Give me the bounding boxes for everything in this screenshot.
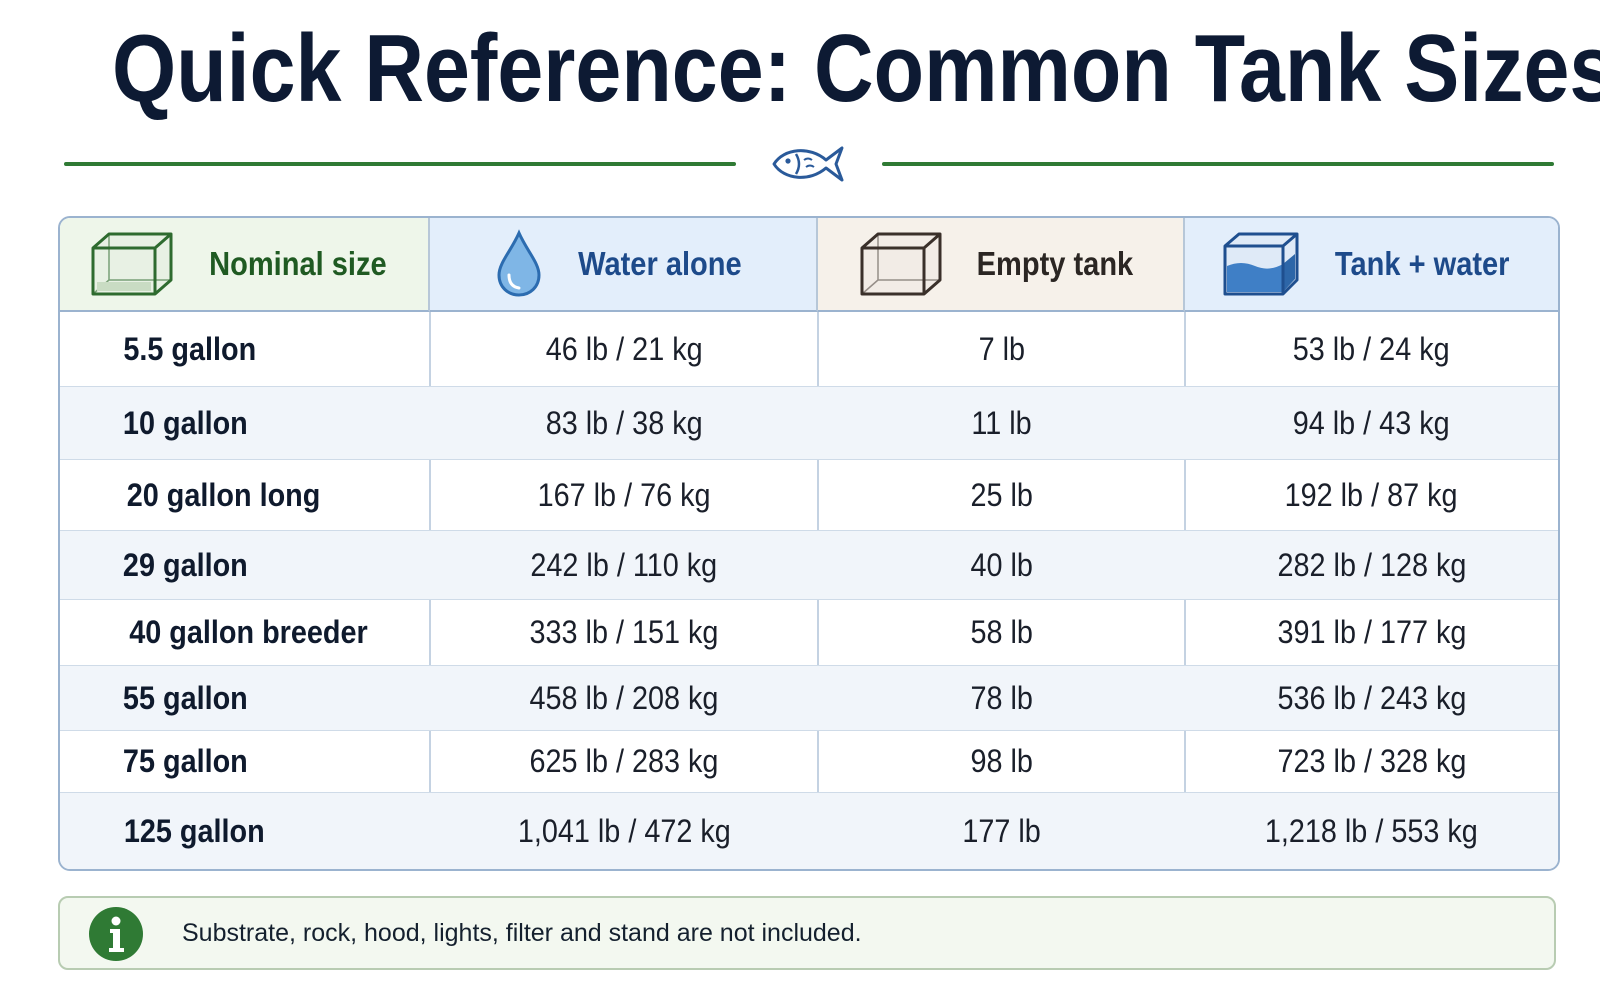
header-empty-tank: Empty tank	[818, 218, 1185, 312]
water-cell: 242 lb / 110 kg	[530, 546, 718, 583]
table-row: 125 gallon 1,041 lb / 472 kg 177 lb 1,21…	[60, 793, 1558, 869]
size-cell: 125 gallon	[123, 812, 265, 849]
empty-cell: 40 lb	[970, 546, 1033, 583]
header-nominal-size: Nominal size	[60, 218, 430, 312]
empty-cell: 78 lb	[970, 679, 1033, 716]
title-divider-left	[64, 162, 736, 166]
header-water-alone: Water alone	[430, 218, 818, 312]
size-cell: 55 gallon	[122, 679, 248, 716]
water-cell: 333 lb / 151 kg	[529, 614, 719, 650]
table-row: 5.5 gallon 46 lb / 21 kg 7 lb 53 lb / 24…	[60, 312, 1558, 387]
info-icon	[89, 907, 143, 961]
size-cell: 75 gallon	[122, 743, 248, 779]
water-cell: 458 lb / 208 kg	[529, 679, 719, 716]
water-cell: 1,041 lb / 472 kg	[517, 812, 731, 849]
empty-cell: 7 lb	[978, 330, 1025, 367]
empty-tank-icon	[860, 232, 942, 296]
header-tank-plus-water: Tank + water	[1185, 218, 1558, 312]
size-cell: 40 gallon breeder	[129, 614, 368, 650]
empty-cell: 98 lb	[970, 743, 1033, 779]
total-cell: 536 lb / 243 kg	[1277, 679, 1466, 716]
total-cell: 94 lb / 43 kg	[1293, 404, 1450, 441]
water-cell: 167 lb / 76 kg	[537, 476, 711, 513]
empty-cell: 25 lb	[970, 476, 1033, 513]
title-divider-right	[882, 162, 1554, 166]
footnote-box: Substrate, rock, hood, lights, filter an…	[58, 896, 1556, 970]
size-cell: 29 gallon	[122, 546, 248, 583]
header-label: Water alone	[578, 245, 742, 282]
total-cell: 723 lb / 328 kg	[1277, 743, 1466, 779]
total-cell: 391 lb / 177 kg	[1277, 614, 1466, 650]
header-label: Empty tank	[976, 245, 1133, 282]
size-cell: 20 gallon long	[126, 476, 321, 513]
filled-tank-icon	[1223, 232, 1299, 296]
empty-cell: 11 lb	[971, 404, 1032, 441]
empty-tank-green-icon	[91, 232, 173, 296]
size-cell: 5.5 gallon	[123, 330, 257, 367]
table-row: 55 gallon 458 lb / 208 kg 78 lb 536 lb /…	[60, 666, 1558, 731]
table-row: 20 gallon long 167 lb / 76 kg 25 lb 192 …	[60, 460, 1558, 531]
table-row: 29 gallon 242 lb / 110 kg 40 lb 282 lb /…	[60, 531, 1558, 600]
table-row: 40 gallon breeder 333 lb / 151 kg 58 lb …	[60, 600, 1558, 666]
tank-size-table: Nominal size Water alone Empty tank Tank…	[58, 216, 1560, 871]
page-title: Quick Reference: Common Tank Sizes	[112, 15, 1600, 122]
table-row: 75 gallon 625 lb / 283 kg 98 lb 723 lb /…	[60, 731, 1558, 793]
total-cell: 282 lb / 128 kg	[1277, 546, 1466, 583]
water-cell: 46 lb / 21 kg	[545, 330, 703, 367]
water-drop-icon	[497, 229, 541, 297]
water-cell: 83 lb / 38 kg	[545, 404, 703, 441]
footnote-text: Substrate, rock, hood, lights, filter an…	[182, 918, 862, 947]
water-cell: 625 lb / 283 kg	[529, 743, 719, 779]
total-cell: 53 lb / 24 kg	[1293, 330, 1450, 367]
empty-cell: 58 lb	[970, 614, 1033, 650]
header-label: Nominal size	[209, 245, 387, 282]
total-cell: 1,218 lb / 553 kg	[1265, 812, 1478, 849]
size-cell: 10 gallon	[122, 404, 248, 441]
fish-icon	[772, 146, 844, 182]
total-cell: 192 lb / 87 kg	[1285, 476, 1458, 513]
empty-cell: 177 lb	[962, 812, 1041, 849]
table-row: 10 gallon 83 lb / 38 kg 11 lb 94 lb / 43…	[60, 387, 1558, 460]
header-label: Tank + water	[1335, 245, 1510, 282]
